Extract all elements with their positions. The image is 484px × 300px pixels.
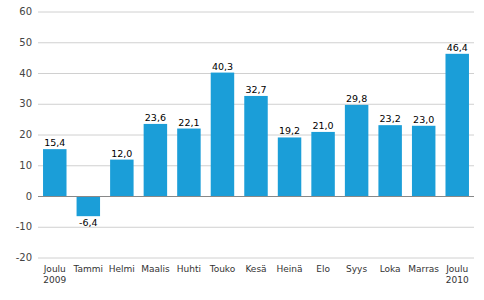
data-label: 46,4 [447, 42, 468, 53]
x-tick-label: Helmi [109, 264, 135, 274]
y-tick-label: -20 [16, 252, 32, 263]
y-tick-label: 20 [19, 129, 32, 140]
bar [77, 197, 100, 217]
x-tick-label: Joulu2009 [43, 264, 67, 285]
data-label: -6,4 [79, 217, 98, 228]
y-tick-label: 30 [19, 98, 32, 109]
bar [345, 105, 368, 197]
grid-line [38, 196, 474, 197]
bar [110, 160, 133, 197]
data-label: 40,3 [212, 61, 233, 72]
x-tick-label: Huhti [177, 264, 201, 274]
data-label: 19,2 [279, 125, 300, 136]
bar [412, 126, 435, 197]
x-tick-label: Marras [408, 264, 439, 274]
grid-line [38, 227, 474, 228]
bar [244, 96, 267, 197]
x-tick-label: Elo [316, 264, 330, 274]
x-tick-label: Loka [380, 264, 401, 274]
baseline [38, 196, 474, 197]
bar [177, 129, 200, 197]
y-tick-label: -10 [16, 221, 32, 232]
y-tick-label: 10 [19, 160, 32, 171]
y-tick-label: 50 [19, 37, 32, 48]
y-tick-label: 60 [19, 6, 32, 17]
x-tick-label: Touko [209, 264, 236, 274]
data-label: 23,2 [380, 113, 401, 124]
x-tick-label: Maalis [141, 264, 170, 274]
x-tick-label: Heinä [277, 264, 303, 274]
data-label: 23,6 [145, 112, 166, 123]
data-label: 29,8 [346, 93, 367, 104]
y-tick-label: 40 [19, 68, 32, 79]
data-labels: 15,4 -6,4 12,0 23,6 22,1 40,3 32,7 19,2 21,0 29,8… [44, 42, 468, 229]
chart-container: -20 -10 0 10 20 30 40 50 60 15,4 -6,4 12,0 23,6 22,1 4… [0, 0, 484, 300]
grid [38, 12, 474, 258]
data-label: 15,4 [44, 137, 65, 148]
data-label: 32,7 [245, 84, 266, 95]
x-tick-label: Tammi [73, 264, 104, 274]
bar [144, 124, 167, 197]
bar [43, 149, 66, 196]
x-tick-label: Joulu2010 [445, 264, 469, 285]
y-axis: -20 -10 0 10 20 30 40 50 60 [16, 6, 32, 263]
x-axis: Joulu2009 Tammi Helmi Maalis Huhti Touko Kesä H… [43, 264, 469, 285]
bar [311, 132, 334, 197]
x-tick-label: Kesä [245, 264, 266, 274]
y-tick-label: 0 [26, 191, 32, 202]
grid-line [38, 12, 474, 13]
data-label: 21,0 [312, 120, 333, 131]
data-label: 22,1 [178, 117, 199, 128]
bar [445, 54, 468, 197]
bar [211, 73, 234, 197]
grid-line [38, 42, 474, 43]
grid-line [38, 258, 474, 259]
data-label: 12,0 [111, 148, 132, 159]
chart: -20 -10 0 10 20 30 40 50 60 15,4 -6,4 12,0 23,6 22,1 4… [0, 0, 484, 300]
grid-line [38, 73, 474, 74]
data-label: 23,0 [413, 114, 434, 125]
bar [378, 125, 401, 196]
x-tick-label: Syys [346, 264, 367, 274]
bar [278, 137, 301, 196]
bars [43, 54, 469, 216]
